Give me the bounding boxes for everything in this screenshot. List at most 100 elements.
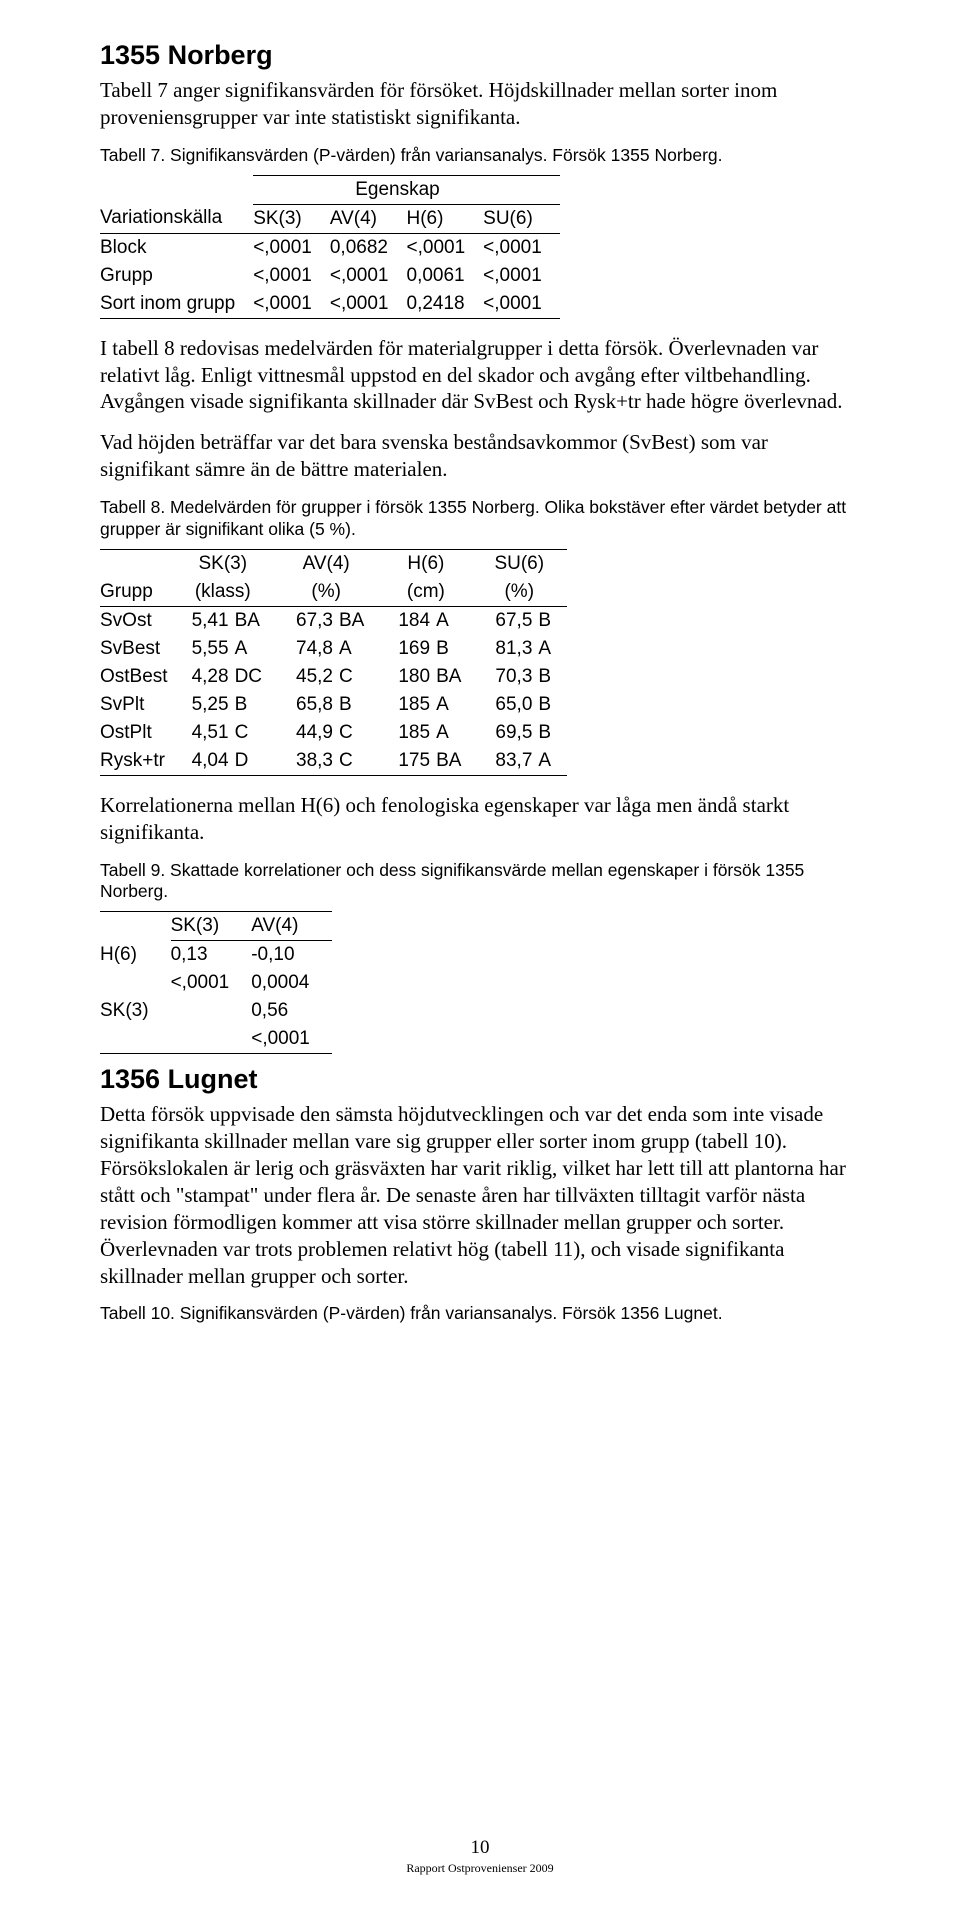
- table-row: SvBest 5,55A 74,8A 169B 81,3A: [100, 635, 567, 663]
- t8-group: SvOst: [100, 606, 174, 635]
- t8-val: 45,2: [278, 663, 339, 691]
- t8-let: BA: [436, 663, 477, 691]
- t8-let: A: [436, 606, 477, 635]
- t7-colhead-0: Variationskälla: [100, 204, 253, 233]
- t7-cell: <,0001: [253, 290, 330, 319]
- t9-label: [100, 1025, 171, 1054]
- t9-cell: <,0001: [171, 969, 252, 997]
- t9-label: SK(3): [100, 997, 171, 1025]
- t8-let: B: [538, 719, 567, 747]
- t8-let: B: [436, 635, 477, 663]
- t8-let: A: [339, 635, 380, 663]
- t9-head-2: AV(4): [251, 912, 332, 941]
- table-row: SK(3) 0,56: [100, 997, 332, 1025]
- t8-let: DC: [235, 663, 278, 691]
- t8-val: 83,7: [477, 747, 538, 776]
- t8-val: 69,5: [477, 719, 538, 747]
- table-row: <,0001 0,0004: [100, 969, 332, 997]
- t8-group: Rysk+tr: [100, 747, 174, 776]
- t8-val: 74,8: [278, 635, 339, 663]
- t9-cell: 0,56: [251, 997, 332, 1025]
- caption-table7: Tabell 7. Signifikansvärden (P-värden) f…: [100, 145, 860, 167]
- heading-1356: 1356 Lugnet: [100, 1064, 860, 1095]
- t8-let: D: [235, 747, 278, 776]
- table-row: Rysk+tr 4,04D 38,3C 175BA 83,7A: [100, 747, 567, 776]
- t7-egenskap-label: Egenskap: [253, 175, 560, 204]
- t8-val: 65,0: [477, 691, 538, 719]
- para-4: Korrelationerna mellan H(6) och fenologi…: [100, 792, 860, 846]
- page-footer: 10 Rapport Ostprovenienser 2009: [0, 1837, 960, 1876]
- t7-cell: <,0001: [253, 233, 330, 262]
- para-5: Detta försök uppvisade den sämsta höjdut…: [100, 1101, 860, 1289]
- t8-group: SvBest: [100, 635, 174, 663]
- table-row: SvOst 5,41BA 67,3BA 184A 67,5B: [100, 606, 567, 635]
- t8-val: 185: [380, 691, 436, 719]
- t7-colhead-3: H(6): [407, 204, 484, 233]
- t8-val: 5,41: [174, 606, 235, 635]
- t9-cell: <,0001: [251, 1025, 332, 1054]
- t8-val: 184: [380, 606, 436, 635]
- t8-let: B: [538, 691, 567, 719]
- t9-head-1: SK(3): [171, 912, 252, 941]
- t7-cell: <,0001: [483, 262, 560, 290]
- t8-val: 65,8: [278, 691, 339, 719]
- t8-let: B: [538, 663, 567, 691]
- t9-cell: [171, 1025, 252, 1054]
- t8-let: A: [538, 635, 567, 663]
- t8-group: SvPlt: [100, 691, 174, 719]
- t8-let: C: [235, 719, 278, 747]
- t7-cell: <,0001: [253, 262, 330, 290]
- table-row: Sort inom grupp <,0001 <,0001 0,2418 <,0…: [100, 290, 560, 319]
- t7-cell: <,0001: [407, 233, 484, 262]
- t8-let: C: [339, 719, 380, 747]
- t8-let: B: [538, 606, 567, 635]
- table-row: Block <,0001 0,0682 <,0001 <,0001: [100, 233, 560, 262]
- page-number: 10: [0, 1837, 960, 1859]
- table-7: Egenskap Variationskälla SK(3) AV(4) H(6…: [100, 175, 560, 319]
- t7-colhead-4: SU(6): [483, 204, 560, 233]
- para-3: Vad höjden beträffar var det bara svensk…: [100, 429, 860, 483]
- t8-val: 67,3: [278, 606, 339, 635]
- t8-val: 81,3: [477, 635, 538, 663]
- table-8: SK(3) AV(4) H(6) SU(6) Grupp (klass) (%)…: [100, 549, 567, 776]
- t8-hb-0: Grupp: [100, 578, 174, 607]
- t7-row1-label: Grupp: [100, 262, 253, 290]
- t9-cell: 0,13: [171, 941, 252, 970]
- para-2: I tabell 8 redovisas medelvärden för mat…: [100, 335, 860, 416]
- t8-let: B: [235, 691, 278, 719]
- t8-let: BA: [436, 747, 477, 776]
- t9-label: [100, 969, 171, 997]
- t8-let: C: [339, 747, 380, 776]
- t9-label: H(6): [100, 941, 171, 970]
- caption-table10: Tabell 10. Signifikansvärden (P-värden) …: [100, 1303, 860, 1325]
- t8-val: 5,25: [174, 691, 235, 719]
- t7-cell: <,0001: [330, 262, 407, 290]
- document-page: 1355 Norberg Tabell 7 anger signifikansv…: [0, 0, 960, 1910]
- t7-cell: <,0001: [483, 233, 560, 262]
- report-line: Rapport Ostprovenienser 2009: [0, 1861, 960, 1876]
- t8-hb-4: (%): [477, 578, 567, 607]
- t7-colhead-2: AV(4): [330, 204, 407, 233]
- t8-let: C: [339, 663, 380, 691]
- t8-let: A: [436, 691, 477, 719]
- t8-ht-4: SU(6): [477, 549, 567, 578]
- para-1: Tabell 7 anger signifikansvärden för för…: [100, 77, 860, 131]
- t7-cell: 0,2418: [407, 290, 484, 319]
- t8-let: A: [538, 747, 567, 776]
- t9-cell: -0,10: [251, 941, 332, 970]
- t8-val: 4,28: [174, 663, 235, 691]
- t8-val: 5,55: [174, 635, 235, 663]
- t7-row2-label: Sort inom grupp: [100, 290, 253, 319]
- table-row: H(6) 0,13 -0,10: [100, 941, 332, 970]
- t8-val: 44,9: [278, 719, 339, 747]
- t8-group: OstPlt: [100, 719, 174, 747]
- t7-cell: <,0001: [483, 290, 560, 319]
- t8-hb-3: (cm): [380, 578, 477, 607]
- t8-val: 4,04: [174, 747, 235, 776]
- table-row: <,0001: [100, 1025, 332, 1054]
- table-row: SvPlt 5,25B 65,8B 185A 65,0B: [100, 691, 567, 719]
- t8-let: BA: [339, 606, 380, 635]
- t9-cell: 0,0004: [251, 969, 332, 997]
- t8-val: 185: [380, 719, 436, 747]
- table-row: Grupp <,0001 <,0001 0,0061 <,0001: [100, 262, 560, 290]
